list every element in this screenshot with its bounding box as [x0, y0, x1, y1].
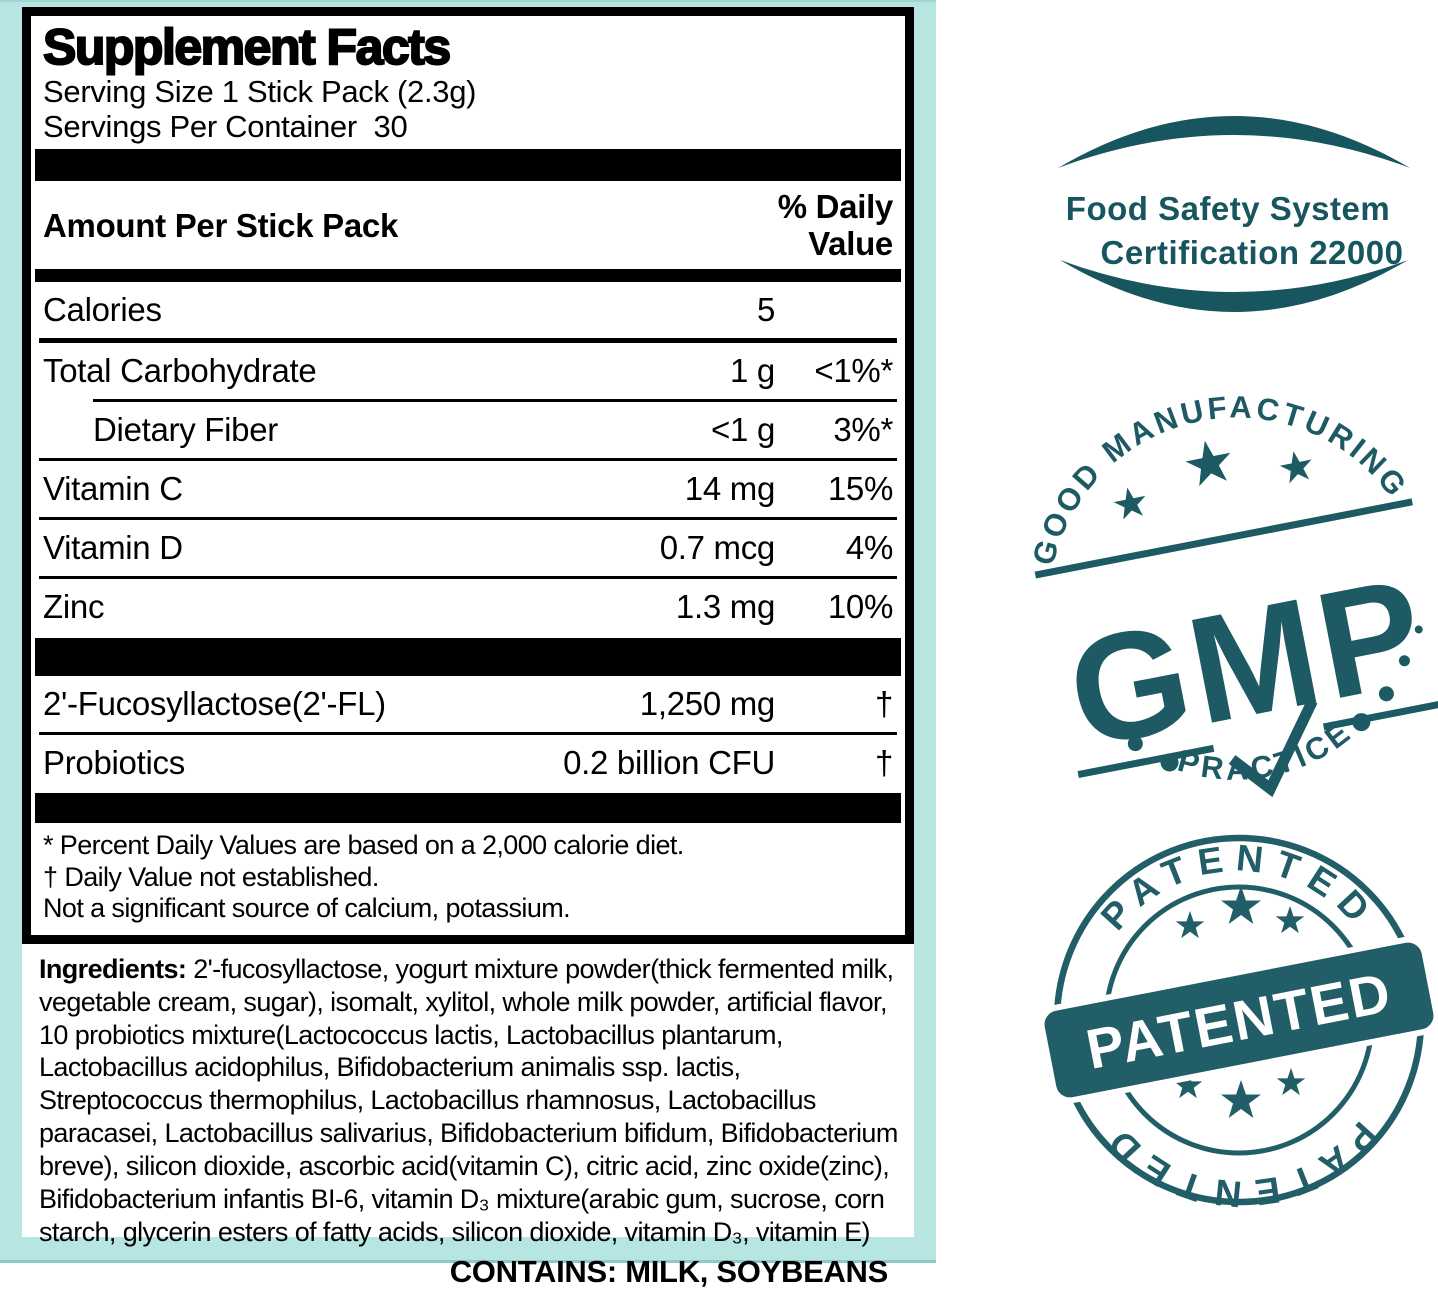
servings-per-container: Servings Per Container 30: [43, 109, 893, 144]
fssc-bottom-arc-icon: [1060, 260, 1408, 312]
gmp-badge: GOOD MANUFACTURING GMP PRACTICE: [1001, 356, 1438, 811]
serving-size: Serving Size 1 Stick Pack (2.3g): [43, 74, 477, 109]
facts-title: Supplement Facts: [42, 19, 452, 75]
patented-stamp: PATENTED PATENTED PATENTED: [1038, 824, 1438, 1227]
table-row-probiotics: Probiotics 0.2 billion CFU †: [43, 743, 893, 781]
gmp-top-rule-icon: [1034, 498, 1413, 579]
allergen-statement: CONTAINS: MILK, SOYBEANS: [449, 1254, 889, 1290]
gmp-dot-icon: [1127, 736, 1143, 752]
amount-header: Amount Per Stick Pack: [43, 206, 398, 244]
separator-bar: [35, 149, 901, 182]
fssc-badge-icon: Food Safety System Certification 22000: [1058, 116, 1410, 312]
ingredients-label: Ingredients:: [39, 953, 187, 984]
separator-bar: [35, 637, 901, 676]
gmp-center-text: GMP: [1056, 545, 1438, 780]
gmp-bottom-rule-icon: [1077, 744, 1215, 779]
gmp-checkmark-icon: [1228, 698, 1318, 798]
patented-stamp-icon: PATENTED PATENTED PATENTED: [1038, 834, 1438, 1215]
ingredients-text: 2'-fucosyllactose, yogurt mixture powder…: [39, 953, 898, 1248]
gmp-badge-icon: GOOD MANUFACTURING GMP PRACTICE: [1001, 356, 1438, 801]
ingredients-section: Ingredients: 2'-fucosyllactose, yogurt m…: [22, 944, 914, 1291]
gmp-star-icon: [1111, 484, 1150, 521]
divider: [39, 731, 897, 735]
fssc-top-arc-icon: [1058, 116, 1410, 168]
servings-label: Servings Per Container: [43, 109, 357, 145]
divider: [93, 398, 897, 402]
footnotes: * Percent Daily Values are based on a 2,…: [43, 823, 893, 925]
gmp-dot-icon: [1378, 686, 1394, 702]
footnote-dagger: † Daily Value not established.: [43, 861, 379, 892]
label-inner: Supplement Facts Serving Size 1 Stick Pa…: [22, 7, 914, 1289]
divider: [39, 575, 897, 579]
gmp-dot-icon: [1398, 655, 1410, 667]
fssc-line1: Food Safety System: [1066, 190, 1390, 227]
footnote-not-significant: Not a significant source of calcium, pot…: [43, 893, 571, 924]
patented-band-icon: [1038, 936, 1438, 1104]
fssc-22000-badge: Food Safety System Certification 22000: [1048, 88, 1420, 343]
table-row-calories: Calories 5: [43, 290, 775, 328]
label-panel: Supplement Facts Serving Size 1 Stick Pa…: [0, 0, 936, 1289]
daily-value-header: % Daily Value: [777, 188, 894, 262]
table-row-zinc: Zinc 1.3 mg 10%: [43, 587, 893, 625]
fssc-line2: Certification 22000: [1101, 234, 1404, 271]
gmp-star-icon: [1182, 436, 1236, 488]
gmp-dot-icon: [1099, 714, 1110, 725]
table-row-vitamin-c: Vitamin C 14 mg 15%: [43, 469, 893, 507]
servings-value: 30: [373, 109, 408, 145]
table-row-dietary-fiber: Dietary Fiber <1 g 3%*: [93, 410, 893, 448]
divider: [39, 516, 897, 520]
gmp-dot-icon: [1352, 713, 1371, 732]
divider: [39, 337, 897, 343]
table-row-fucosyllactose: 2'-Fucosyllactose(2'-FL) 1,250 mg †: [43, 684, 893, 722]
footnote-daily-values: * Percent Daily Values are based on a 2,…: [43, 829, 684, 860]
gmp-dot-icon: [1414, 625, 1423, 634]
supplement-facts-box: Supplement Facts Serving Size 1 Stick Pa…: [22, 7, 914, 944]
separator-bar: [35, 792, 901, 823]
table-row-vitamin-d: Vitamin D 0.7 mcg 4%: [43, 528, 893, 566]
separator-bar: [35, 268, 901, 282]
gmp-dot-icon: [1160, 753, 1179, 772]
gmp-star-icon: [1277, 448, 1316, 485]
divider: [39, 457, 897, 461]
table-row-carbohydrate: Total Carbohydrate 1 g <1%*: [43, 351, 893, 389]
table-header-row: Amount Per Stick Pack % Daily Value: [43, 181, 893, 269]
